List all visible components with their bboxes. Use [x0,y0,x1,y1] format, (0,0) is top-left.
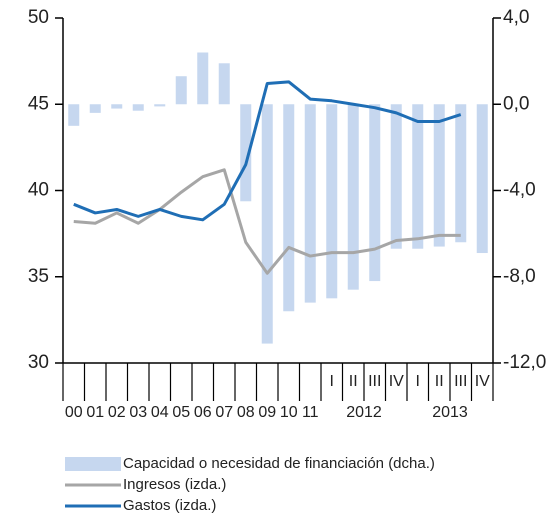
x-tick-label: I [330,373,334,390]
x-tick-label: 07 [215,404,233,421]
x-tick-label: 11 [302,404,319,421]
x-tick-label: 04 [151,404,169,421]
bar [283,104,295,312]
x-tick-label: 08 [237,404,255,421]
legend-label: Ingresos (izda.) [123,476,226,493]
x-tick-label: 09 [258,404,276,421]
x-tick-label: II [435,373,444,390]
bar [369,104,381,282]
y2-tick-label: 0,0 [503,93,529,114]
bar [347,104,359,290]
bar [304,104,316,303]
x-tick-label: 01 [86,404,104,421]
legend-label: Capacidad o necesidad de financiación (d… [123,455,435,472]
x-tick-label: III [368,373,381,390]
line [73,168,461,275]
x-tick-label: 10 [280,404,298,421]
bar [111,104,123,109]
x-tick-label: 05 [172,404,190,421]
x-tick-label: IV [389,373,404,390]
bar [433,104,445,247]
bar [390,104,402,249]
bar [132,104,144,111]
line [73,80,462,222]
bar [197,52,209,105]
bar [175,76,187,105]
legend-swatch [65,457,121,471]
bar [68,104,80,126]
y-tick-label: 35 [28,266,49,287]
y2-tick-label: -8,0 [503,266,536,287]
legend-label: Gastos (izda.) [123,497,216,514]
bar [240,104,252,202]
x-tick-label: I [416,373,420,390]
bar [412,104,424,249]
group-label: 2012 [346,404,382,421]
bar [218,63,230,105]
group-label: 2013 [432,404,468,421]
bar [455,104,467,243]
x-tick-label: 03 [129,404,147,421]
bar [154,104,166,107]
x-tick-label: II [349,373,358,390]
bar [326,104,338,299]
y-tick-label: 50 [28,7,49,28]
bar [89,104,101,113]
x-tick-label: IV [475,373,490,390]
x-tick-label: 02 [108,404,126,421]
y2-tick-label: 4,0 [503,7,529,28]
y-tick-label: 45 [28,93,49,114]
y-tick-label: 40 [28,180,49,201]
y2-tick-label: -4,0 [503,180,536,201]
x-tick-label: III [454,373,467,390]
x-tick-label: 00 [65,404,83,421]
y-tick-label: 30 [28,352,49,373]
y2-tick-label: -12,0 [503,352,546,373]
bar [261,104,273,344]
x-tick-label: 06 [194,404,212,421]
bar [476,104,488,254]
